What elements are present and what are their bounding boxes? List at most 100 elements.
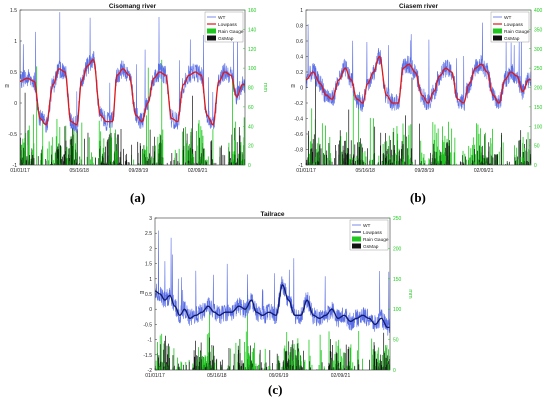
- y-tick-label: -0.5: [143, 322, 152, 328]
- legend-label: GsMap: [504, 36, 520, 42]
- y2-tick-label: 100: [393, 307, 402, 313]
- legend-label: GsMap: [363, 244, 379, 250]
- y-tick-label: 0.4: [296, 55, 303, 61]
- y2-tick-label: 300: [534, 47, 543, 53]
- y2-tick-label: 350: [534, 27, 543, 33]
- legend-label: Lowpass: [363, 230, 383, 236]
- legend-swatch: [493, 35, 502, 41]
- y-axis-label: m: [5, 84, 10, 90]
- y-tick-label: 0: [300, 86, 303, 92]
- legend-label: WT: [363, 223, 371, 229]
- y-tick-label: 3: [149, 216, 152, 222]
- x-tick-label: 02/09/21: [474, 168, 494, 174]
- y2-tick-label: 40: [248, 124, 254, 130]
- y-tick-label: 1: [14, 39, 17, 45]
- caption-c: (c): [268, 382, 283, 397]
- y-tick-label: 0.8: [296, 24, 303, 30]
- y-tick-label: -1.5: [143, 353, 152, 359]
- chart-b: Ciasem river -1 -0.8 -0.6 -0.4 -0.2 0 0.2 0.4 0.6…: [291, 3, 550, 174]
- caption-a: (a): [130, 190, 146, 205]
- y2-tick-label: 200: [534, 86, 543, 92]
- lowpass-series: [20, 58, 245, 126]
- chart-a: Cisomang river -1 -0.5 0 0.5 1 1.5 m 0 20 40 60 80 10…: [5, 3, 268, 174]
- y-tick-label: -1: [13, 163, 18, 169]
- y2-tick-label: 150: [393, 277, 402, 283]
- x-tick-label: 02/09/21: [331, 373, 351, 379]
- y-tick-label: 1: [300, 8, 303, 14]
- y2-tick-label: 80: [248, 86, 254, 92]
- y2-axis-label: mm: [407, 289, 413, 299]
- y2-tick-label: 50: [534, 144, 540, 150]
- y2-axis-label: mm: [548, 83, 550, 93]
- y2-tick-label: 250: [393, 216, 402, 222]
- legend-swatch: [493, 28, 502, 34]
- y-axis-label: m: [140, 290, 145, 296]
- y2-tick-label: 0: [393, 368, 396, 374]
- y-tick-label: 1.5: [145, 262, 152, 268]
- legend-label: Rain Gauge: [504, 29, 530, 35]
- y2-tick-label: 140: [248, 27, 257, 33]
- y2-tick-label: 60: [248, 105, 254, 111]
- y2-tick-label: 200: [393, 246, 402, 252]
- y2-tick-label: 50: [393, 338, 399, 344]
- legend-swatch: [207, 28, 216, 34]
- legend-swatch: [207, 35, 216, 41]
- y-tick-label: 0.5: [10, 70, 17, 76]
- y-tick-label: -1: [299, 163, 304, 169]
- chart-title: Cisomang river: [109, 3, 157, 10]
- y-tick-label: 2: [149, 246, 152, 252]
- y2-tick-label: 400: [534, 8, 543, 14]
- y2-tick-label: 250: [534, 66, 543, 72]
- y-tick-label: -0.2: [294, 101, 303, 107]
- legend-label: Lowpass: [504, 22, 524, 28]
- x-tick-label: 01/01/17: [296, 168, 316, 174]
- legend-label: Lowpass: [218, 22, 238, 28]
- lowpass-series: [155, 284, 390, 329]
- y-tick-label: 2.5: [145, 231, 152, 237]
- x-tick-label: 01/01/17: [10, 168, 30, 174]
- x-tick-label: 09/28/19: [415, 168, 435, 174]
- legend-label: Rain Gauge: [363, 237, 389, 243]
- x-tick-label: 05/16/18: [207, 373, 227, 379]
- chart-title: Tailrace: [260, 211, 284, 218]
- x-tick-label: 01/01/17: [145, 373, 165, 379]
- legend-label: Rain Gauge: [218, 29, 244, 35]
- y2-tick-label: 100: [534, 124, 543, 130]
- wt-series: [155, 230, 390, 336]
- y-tick-label: -0.5: [8, 132, 17, 138]
- y-tick-label: 0.6: [296, 39, 303, 45]
- chart-title: Ciasem river: [399, 3, 438, 10]
- legend-swatch: [352, 243, 361, 249]
- legend-label: WT: [218, 15, 226, 21]
- y2-tick-label: 150: [534, 105, 543, 111]
- y-tick-label: 0: [149, 307, 152, 313]
- x-tick-label: 05/16/18: [355, 168, 375, 174]
- y2-tick-label: 0: [248, 163, 251, 169]
- y-tick-label: 0.2: [296, 70, 303, 76]
- y2-tick-label: 100: [248, 66, 257, 72]
- y-axis-label: m: [291, 84, 296, 90]
- y-tick-label: -1: [148, 338, 153, 344]
- x-tick-label: 02/09/21: [188, 168, 208, 174]
- x-tick-label: 09/26/19: [269, 373, 289, 379]
- caption-b: (b): [410, 190, 426, 205]
- y-tick-label: 1.5: [10, 8, 17, 14]
- y2-tick-label: 160: [248, 8, 257, 14]
- y-tick-label: 0.5: [145, 292, 152, 298]
- y-tick-label: -0.6: [294, 132, 303, 138]
- y2-tick-label: 120: [248, 47, 257, 53]
- y-tick-label: -0.8: [294, 148, 303, 154]
- x-tick-label: 05/16/18: [69, 168, 89, 174]
- chart-c: Tailrace -2 -1.5 -1 -0.5 0 0.5 1 1.5 2 2.5 3 m 0 50 100…: [140, 211, 413, 379]
- lowpass-series: [306, 55, 531, 104]
- y2-tick-label: 0: [534, 163, 537, 169]
- x-tick-label: 09/28/19: [129, 168, 149, 174]
- legend-label: GsMap: [218, 36, 234, 42]
- y-tick-label: 1: [149, 277, 152, 283]
- y-tick-label: -0.4: [294, 117, 303, 123]
- y2-tick-label: 20: [248, 144, 254, 150]
